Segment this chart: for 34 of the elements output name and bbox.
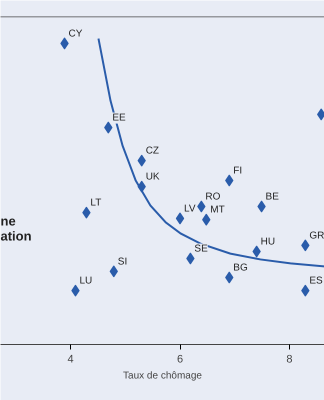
annotation: CZ bbox=[146, 146, 160, 157]
point bbox=[301, 284, 310, 297]
annotation: FI bbox=[233, 166, 242, 176]
annotation: ne bbox=[0, 214, 16, 228]
annotation: SE bbox=[194, 244, 208, 255]
annotation: BG bbox=[233, 262, 248, 274]
x-tick-label: 6 bbox=[176, 354, 184, 366]
point bbox=[225, 174, 234, 186]
annotation: EE bbox=[112, 112, 126, 124]
point bbox=[252, 245, 261, 258]
point bbox=[301, 239, 310, 252]
annotation: SI bbox=[118, 256, 128, 268]
annotation: GR bbox=[309, 230, 324, 242]
annotation: RO bbox=[205, 192, 221, 203]
point bbox=[176, 212, 184, 224]
annotation: CY bbox=[68, 28, 83, 40]
annotation: UK bbox=[146, 172, 160, 183]
point bbox=[71, 284, 80, 297]
annotation: MT bbox=[210, 204, 225, 216]
point bbox=[257, 200, 266, 213]
annotation: LV bbox=[184, 203, 196, 214]
point bbox=[197, 200, 206, 213]
annotation: HU bbox=[260, 236, 276, 248]
point bbox=[60, 37, 69, 50]
point bbox=[82, 206, 91, 219]
point bbox=[186, 252, 195, 265]
annotation: LU bbox=[79, 276, 92, 287]
annotation: ation bbox=[0, 228, 32, 244]
x-tick-label: 4 bbox=[67, 354, 74, 366]
x-axis-title: Taux de chômage bbox=[123, 370, 202, 382]
annotation: LT bbox=[90, 198, 102, 209]
annotation: BE bbox=[266, 192, 280, 203]
annotation: ES bbox=[309, 276, 324, 287]
x-tick-label: 8 bbox=[286, 354, 293, 366]
